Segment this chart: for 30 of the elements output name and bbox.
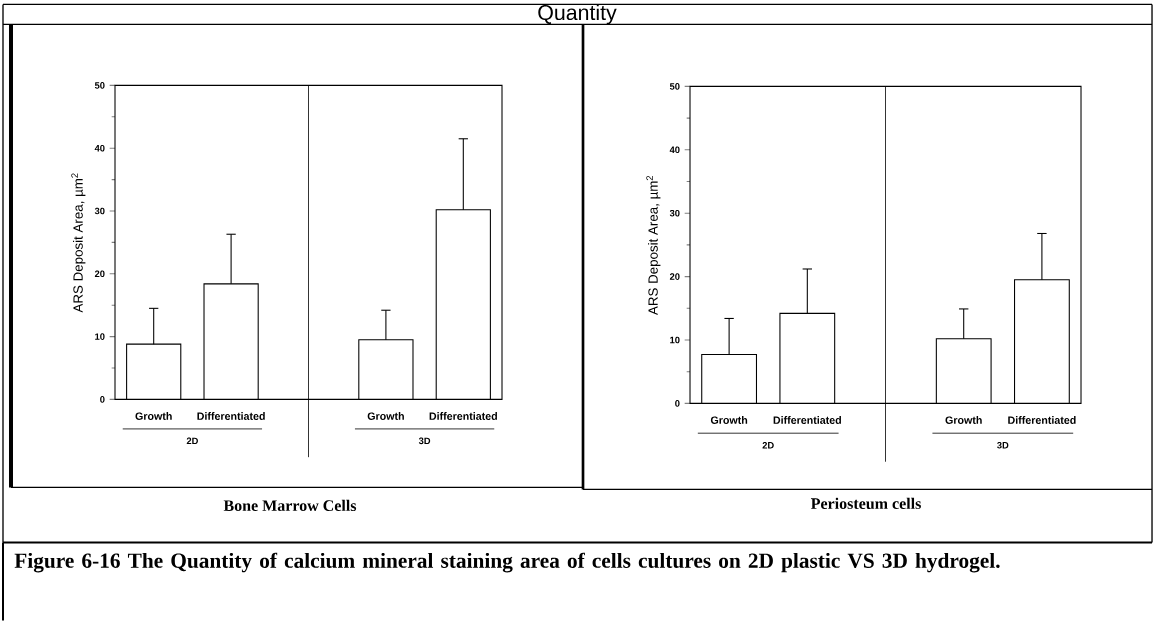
- y-tick-label: 10: [95, 333, 105, 340]
- y-tick-label: 0: [675, 399, 680, 407]
- y-tick-label: 0: [100, 395, 105, 403]
- y-tick-label: 30: [94, 207, 105, 215]
- y-tick-label: 40: [94, 144, 105, 152]
- y-tick-label: 30: [669, 209, 680, 217]
- caption: Figure 6-16 The Quantity of calcium mineral staining area of cells cultures on 2D plastic VS 3D hydrogel.: [14, 552, 1000, 573]
- y-tick-label: 20: [669, 273, 680, 280]
- y-tick-label: 40: [669, 146, 680, 153]
- y-tick-label: 50: [669, 82, 680, 90]
- x-tick-label: Differentiated: [1008, 415, 1076, 424]
- x-tick-label: Growth: [710, 415, 748, 424]
- y-tick-label: 10: [670, 336, 680, 344]
- y-axis-title: ARS Deposit Area, µm$^{2}$: [71, 173, 86, 313]
- text: Quantity: [538, 4, 617, 25]
- x-tick-label: Growth: [367, 411, 404, 420]
- x-tick-label: Growth: [135, 411, 172, 420]
- text: 2D: [762, 441, 774, 449]
- text: 3D: [997, 441, 1009, 449]
- text: Periosteum cells: [810, 497, 921, 509]
- x-tick-label: Growth: [945, 415, 982, 424]
- text: Bone Marrow Cells: [223, 499, 357, 511]
- text: 2D: [186, 437, 198, 444]
- x-tick-label: Differentiated: [429, 411, 497, 420]
- y-axis-title: ARS Deposit Area, µm$^{2}$: [646, 175, 661, 315]
- x-tick-label: Differentiated: [197, 411, 265, 420]
- x-tick-label: Differentiated: [773, 415, 841, 424]
- y-tick-label: 50: [94, 81, 105, 89]
- y-tick-label: 20: [94, 270, 105, 277]
- text: 3D: [418, 437, 431, 444]
